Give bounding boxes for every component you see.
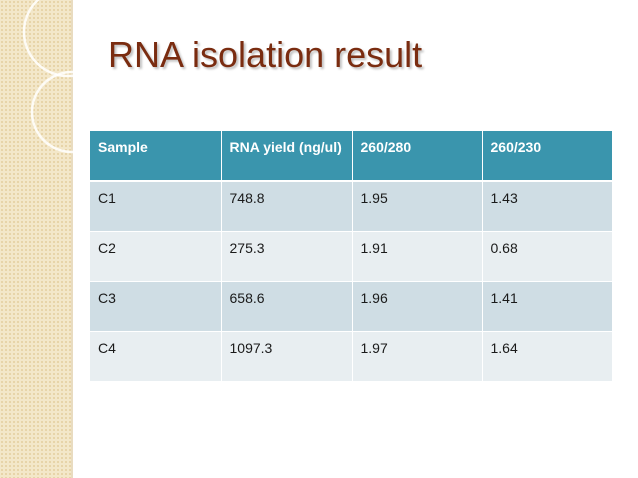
cell-rna-yield: 658.6 bbox=[221, 281, 353, 332]
cell-260-280: 1.95 bbox=[352, 181, 483, 232]
cell-260-230: 1.41 bbox=[482, 281, 612, 332]
slide-title: RNA isolation result bbox=[108, 34, 423, 75]
column-header-sample: Sample bbox=[90, 131, 222, 182]
table-row: C3 658.6 1.96 1.41 bbox=[90, 281, 612, 332]
cell-260-230: 0.68 bbox=[482, 231, 612, 282]
cell-sample: C4 bbox=[90, 331, 222, 382]
cell-rna-yield: 275.3 bbox=[221, 231, 353, 282]
cell-260-230: 1.43 bbox=[482, 181, 612, 232]
column-header-260-230: 260/230 bbox=[482, 131, 612, 182]
cell-sample: C2 bbox=[90, 231, 222, 282]
table-row: C1 748.8 1.95 1.43 bbox=[90, 181, 612, 232]
cell-260-280: 1.91 bbox=[352, 231, 483, 282]
cell-rna-yield: 748.8 bbox=[221, 181, 353, 232]
cell-260-280: 1.96 bbox=[352, 281, 483, 332]
column-header-rna-yield: RNA yield (ng/ul) bbox=[221, 131, 353, 182]
table-row: C4 1097.3 1.97 1.64 bbox=[90, 331, 612, 382]
decorative-circles bbox=[22, 0, 110, 154]
cell-sample: C3 bbox=[90, 281, 222, 332]
decorative-side-band bbox=[0, 0, 73, 478]
cell-260-230: 1.64 bbox=[482, 331, 612, 382]
results-table: Sample RNA yield (ng/ul) 260/280 260/230… bbox=[90, 131, 612, 382]
cell-260-280: 1.97 bbox=[352, 331, 483, 382]
table-row: C2 275.3 1.91 0.68 bbox=[90, 231, 612, 282]
cell-rna-yield: 1097.3 bbox=[221, 331, 353, 382]
cell-sample: C1 bbox=[90, 181, 222, 232]
table-header-row: Sample RNA yield (ng/ul) 260/280 260/230 bbox=[90, 131, 612, 182]
column-header-260-280: 260/280 bbox=[352, 131, 483, 182]
